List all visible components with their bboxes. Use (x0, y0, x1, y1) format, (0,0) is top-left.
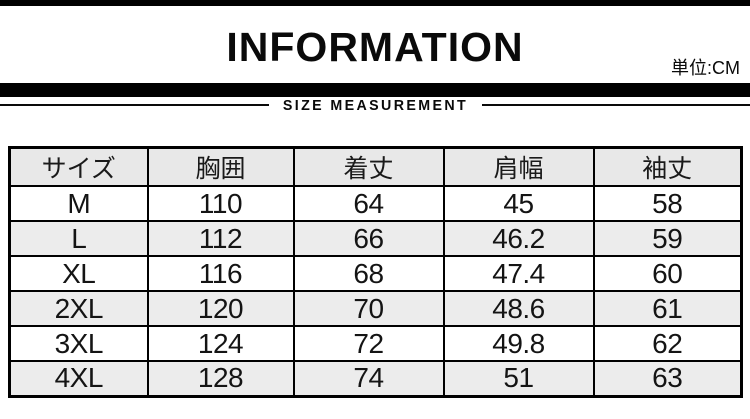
cell-size: 4XL (8, 360, 149, 397)
cell-shoulder: 45 (442, 185, 595, 222)
thick-divider-bar (0, 83, 750, 97)
cell-sleeve: 59 (592, 220, 743, 257)
cell-shoulder: 49.8 (442, 325, 595, 362)
cell-sleeve: 60 (592, 255, 743, 292)
section-title: SIZE MEASUREMENT (282, 96, 468, 114)
column-header-size: サイズ (8, 146, 149, 187)
cell-sleeve: 63 (592, 360, 743, 397)
cell-shoulder: 47.4 (442, 255, 595, 292)
cell-size: 2XL (8, 290, 149, 327)
cell-shoulder: 46.2 (442, 220, 595, 257)
cell-length: 68 (292, 255, 445, 292)
cell-size: L (8, 220, 149, 257)
cell-sleeve: 58 (592, 185, 743, 222)
top-divider-bar (0, 0, 750, 6)
unit-label: 単位:CM (671, 58, 740, 78)
cell-size: XL (8, 255, 149, 292)
cell-shoulder: 51 (442, 360, 595, 397)
header-row: サイズ 胸囲 着丈 肩幅 袖丈 (8, 146, 743, 187)
cell-shoulder: 48.6 (442, 290, 595, 327)
right-rule (481, 104, 750, 106)
cell-sleeve: 62 (592, 325, 743, 362)
column-header-sleeve: 袖丈 (592, 146, 743, 187)
cell-length: 74 (292, 360, 445, 397)
table-row: 3XL 124 72 49.8 62 (8, 325, 743, 362)
cell-length: 70 (292, 290, 445, 327)
table-row: 2XL 120 70 48.6 61 (8, 290, 743, 327)
table-row: M 110 64 45 58 (8, 185, 743, 222)
cell-chest: 110 (146, 185, 295, 222)
cell-length: 72 (292, 325, 445, 362)
column-header-chest: 胸囲 (146, 146, 295, 187)
table-row: 4XL 128 74 51 63 (8, 360, 743, 397)
cell-chest: 116 (146, 255, 295, 292)
table-row: XL 116 68 47.4 60 (8, 255, 743, 292)
left-rule (0, 104, 269, 106)
cell-size: 3XL (8, 325, 149, 362)
cell-length: 66 (292, 220, 445, 257)
cell-chest: 112 (146, 220, 295, 257)
section-heading: SIZE MEASUREMENT (0, 96, 750, 114)
cell-sleeve: 61 (592, 290, 743, 327)
cell-chest: 128 (146, 360, 295, 397)
column-header-length: 着丈 (292, 146, 445, 187)
cell-size: M (8, 185, 149, 222)
cell-chest: 120 (146, 290, 295, 327)
cell-chest: 124 (146, 325, 295, 362)
cell-length: 64 (292, 185, 445, 222)
size-chart-table: サイズ 胸囲 着丈 肩幅 袖丈 M 110 64 45 58 L 112 66 … (8, 146, 743, 398)
table-row: L 112 66 46.2 59 (8, 220, 743, 257)
column-header-shoulder: 肩幅 (442, 146, 595, 187)
page-title: INFORMATION (226, 24, 524, 70)
